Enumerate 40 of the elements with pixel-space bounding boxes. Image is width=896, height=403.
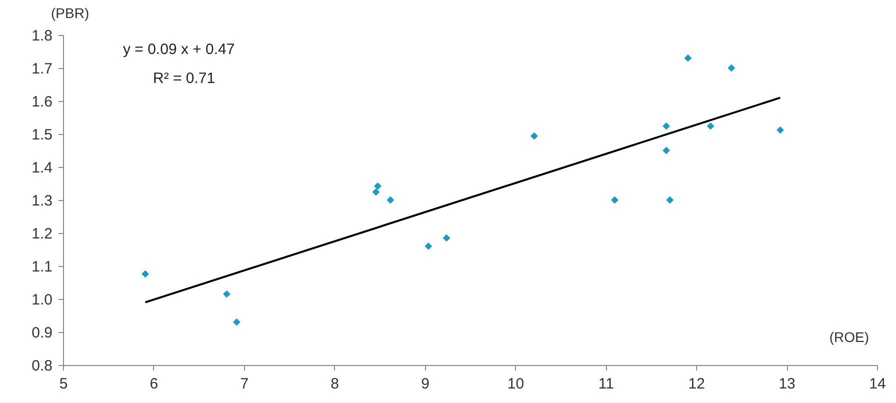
x-tick-label: 8 (330, 376, 340, 392)
point (232, 318, 240, 326)
point (442, 234, 450, 242)
x-tick-label: 12 (688, 376, 705, 392)
point (728, 64, 736, 72)
annotation: R² = 0.71 (153, 70, 216, 87)
y-tick-label: 1.4 (32, 160, 52, 176)
y-tick-label: 1.3 (32, 192, 52, 210)
x-tick-label: 13 (778, 376, 796, 392)
point (142, 270, 150, 278)
point (662, 122, 670, 130)
y-tick-label: 1.7 (32, 60, 52, 78)
point (684, 54, 692, 62)
y-tick-label: 1.8 (32, 28, 52, 44)
x-tick-label: 7 (240, 376, 249, 392)
point (776, 126, 784, 134)
point (530, 132, 538, 140)
annotation: y = 0.09 x + 0.47 (123, 41, 235, 58)
y-tick-label: 0.8 (32, 358, 52, 374)
y-tick-label: 1.0 (32, 292, 52, 308)
y-tick-label: 1.1 (32, 258, 52, 276)
x-tick-label: 14 (869, 376, 886, 392)
x-tick-label: 9 (421, 376, 430, 392)
x-axis-title: (ROE) (829, 329, 869, 345)
y-tick-label: 1.2 (32, 226, 52, 242)
x-tick-label: 10 (507, 376, 524, 392)
point (706, 122, 714, 130)
point (424, 242, 432, 250)
x-tick-label: 5 (59, 376, 68, 392)
y-tick-label: 0.9 (32, 324, 52, 342)
y-tick-label: 1.5 (32, 126, 52, 144)
y-axis-title: (PBR) (51, 5, 90, 21)
point (222, 290, 230, 298)
y-tick-label: 1.6 (32, 94, 52, 110)
point (666, 196, 674, 204)
point (372, 188, 380, 196)
point (386, 196, 394, 204)
x-tick-label: 6 (150, 376, 158, 392)
x-tick-label: 11 (598, 376, 614, 392)
point (374, 182, 382, 190)
